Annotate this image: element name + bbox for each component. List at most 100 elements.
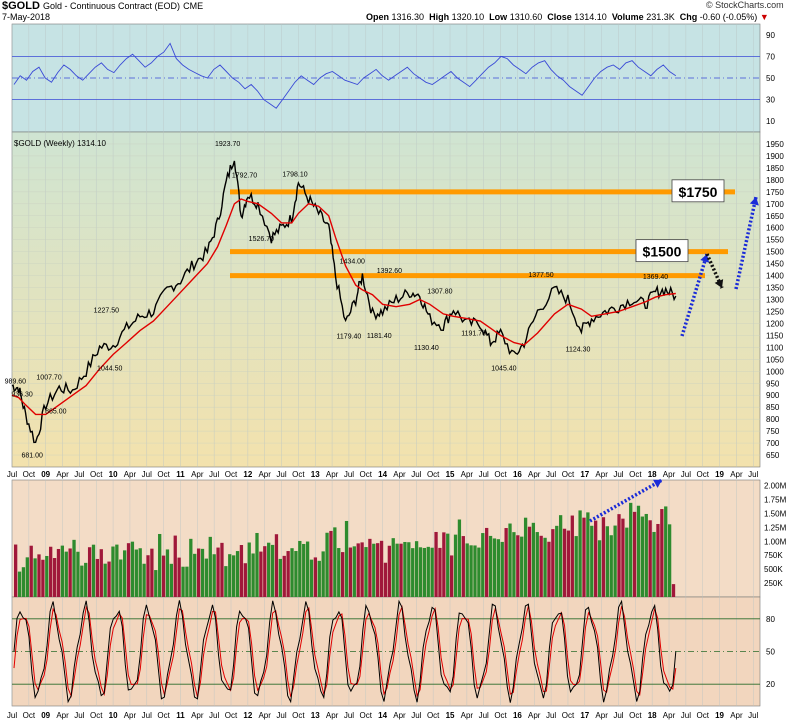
volume-bar [403, 541, 407, 597]
volume-bar [422, 547, 427, 597]
volume-bar [617, 514, 621, 597]
volume-bar [539, 535, 543, 597]
volume-bar [161, 555, 166, 597]
symbol-label: $GOLD Gold - Continuous Contract (EOD) C… [2, 0, 204, 12]
volume-bar [91, 544, 96, 597]
rsi-tick-label: 90 [766, 31, 775, 40]
x-tick-label-bottom: Apr [663, 711, 676, 720]
x-tick-label-bottom: Apr [528, 711, 541, 720]
volume-bar [313, 557, 318, 597]
volume-bar [594, 520, 598, 597]
volume-bar [165, 549, 170, 597]
x-tick-label: Oct [427, 470, 440, 479]
volume-bar [340, 552, 345, 597]
volume-bar [609, 535, 613, 597]
volume-bar [243, 563, 247, 597]
volume-bar [508, 523, 512, 597]
x-tick-label: 12 [243, 470, 252, 479]
x-tick-label: 09 [41, 470, 50, 479]
stochastic-tick-label: 50 [766, 648, 775, 657]
volume-bar [356, 543, 360, 597]
x-tick-label-bottom: 11 [176, 711, 185, 720]
x-tick-label: Jul [142, 470, 152, 479]
price-tick-label: 1650 [766, 212, 784, 221]
x-tick-label: 13 [311, 470, 320, 479]
volume-bar [352, 546, 356, 597]
volume-bar [601, 517, 606, 597]
volume-bar [177, 557, 181, 597]
volume-bar [485, 527, 489, 597]
volume-tick-label: 2.00M [764, 482, 787, 491]
volume-bar [208, 536, 212, 597]
volume-bar [411, 548, 415, 597]
x-tick-label: 19 [715, 470, 724, 479]
volume-bar [56, 548, 61, 597]
volume-bar [391, 538, 395, 597]
volume-bar [500, 541, 504, 597]
volume-bar [196, 548, 201, 597]
price-tick-label: 1100 [766, 343, 784, 352]
price-tick-label: 1800 [766, 176, 784, 185]
volume-bar [348, 547, 353, 597]
x-tick-label-bottom: 14 [378, 711, 387, 720]
volume-bar [644, 513, 648, 597]
volume-bar [434, 531, 438, 597]
volume-bar [193, 553, 197, 597]
price-tick-label: 900 [766, 391, 780, 400]
price-tick-label: 1600 [766, 224, 784, 233]
x-tick-label-bottom: Jul [209, 711, 219, 720]
volume-bar [648, 520, 652, 597]
price-annotation: 1377.50 [528, 272, 553, 279]
volume-bar [302, 543, 306, 597]
volume-bar [640, 516, 645, 597]
volume-bar [126, 543, 131, 597]
x-tick-label: Oct [23, 470, 36, 479]
volume-bar [625, 527, 629, 597]
volume-bar [80, 565, 84, 597]
volume-bar [305, 541, 310, 597]
volume-bar [111, 546, 115, 597]
price-annotation: 1007.70 [36, 374, 61, 381]
volume-bar [37, 554, 41, 597]
x-tick-label: Jul [479, 470, 489, 479]
volume-bar [543, 537, 547, 597]
price-annotation: 1307.80 [427, 289, 452, 296]
volume-bar [259, 551, 263, 597]
volume-bar [512, 532, 516, 597]
level-label-box [635, 239, 689, 263]
price-tick-label: 1050 [766, 355, 784, 364]
stochastic-line [13, 599, 677, 704]
x-tick-label-bottom: Oct [360, 711, 373, 720]
x-tick-label: Oct [225, 470, 238, 479]
x-tick-label-bottom: 16 [513, 711, 522, 720]
rsi-tick-label: 30 [766, 96, 775, 105]
volume-bar [597, 540, 602, 597]
x-tick-label: Jul [613, 470, 623, 479]
x-tick-label: Jul [344, 470, 354, 479]
volume-bar [134, 549, 138, 597]
volume-bar [555, 525, 559, 597]
volume-bar [99, 549, 103, 597]
volume-bar [368, 538, 372, 597]
price-tick-label: 1250 [766, 307, 784, 316]
volume-bar [309, 559, 314, 597]
x-tick-label: Apr [663, 470, 676, 479]
x-tick-label-bottom: Jul [74, 711, 84, 720]
volume-bar [251, 553, 255, 597]
black-down-arrow-head [714, 279, 724, 288]
volume-bar [605, 526, 609, 597]
volume-bar [119, 559, 123, 597]
price-tick-label: 1700 [766, 200, 784, 209]
price-tick-label: 1550 [766, 236, 784, 245]
volume-bar [142, 563, 146, 597]
x-tick-label: Apr [124, 470, 137, 479]
x-tick-label-bottom: 19 [715, 711, 724, 720]
x-tick-label: Jul [74, 470, 84, 479]
volume-bar [325, 532, 329, 597]
x-tick-label: Apr [393, 470, 406, 479]
x-tick-label: Jul [411, 470, 421, 479]
volume-bar [399, 543, 403, 597]
volume-bar [446, 533, 450, 597]
volume-bar [282, 555, 286, 597]
volume-bar [204, 558, 209, 597]
